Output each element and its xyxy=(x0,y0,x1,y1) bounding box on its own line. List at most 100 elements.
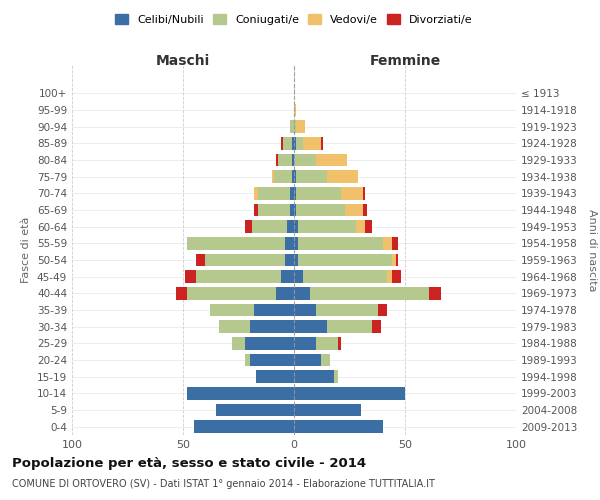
Bar xyxy=(294,187,296,200)
Bar xyxy=(259,187,290,200)
Bar xyxy=(296,204,345,216)
Bar xyxy=(296,170,328,183)
Bar xyxy=(316,337,338,349)
Bar xyxy=(294,137,296,149)
Bar xyxy=(296,120,305,133)
Bar xyxy=(276,287,294,300)
Bar xyxy=(341,187,363,200)
Bar xyxy=(310,287,430,300)
Bar xyxy=(254,304,294,316)
Bar xyxy=(294,404,361,416)
Bar xyxy=(285,237,294,250)
Bar xyxy=(254,187,259,200)
Bar xyxy=(250,354,294,366)
Bar xyxy=(285,254,294,266)
Bar xyxy=(218,320,250,333)
Bar xyxy=(392,237,398,250)
Bar xyxy=(185,270,196,283)
Bar xyxy=(320,354,329,366)
Bar xyxy=(287,220,294,233)
Bar xyxy=(292,170,294,183)
Y-axis label: Fasce di età: Fasce di età xyxy=(22,217,31,283)
Bar xyxy=(294,254,298,266)
Bar xyxy=(290,204,294,216)
Bar xyxy=(294,304,316,316)
Bar xyxy=(294,270,303,283)
Bar xyxy=(283,137,292,149)
Bar xyxy=(383,237,392,250)
Bar xyxy=(294,337,316,349)
Y-axis label: Anni di nascita: Anni di nascita xyxy=(587,209,597,291)
Bar xyxy=(292,137,294,149)
Bar xyxy=(363,204,367,216)
Bar xyxy=(252,220,287,233)
Bar xyxy=(294,420,383,433)
Bar xyxy=(232,337,245,349)
Bar xyxy=(294,287,310,300)
Bar xyxy=(294,370,334,383)
Bar xyxy=(176,287,187,300)
Bar xyxy=(294,220,298,233)
Bar xyxy=(250,320,294,333)
Text: Popolazione per età, sesso e stato civile - 2014: Popolazione per età, sesso e stato civil… xyxy=(12,458,366,470)
Bar xyxy=(281,270,294,283)
Bar xyxy=(276,154,278,166)
Bar xyxy=(320,137,323,149)
Bar xyxy=(396,254,398,266)
Bar xyxy=(294,204,296,216)
Bar xyxy=(298,254,392,266)
Bar xyxy=(294,104,296,116)
Bar xyxy=(328,170,358,183)
Bar xyxy=(281,137,283,149)
Bar xyxy=(194,420,294,433)
Bar xyxy=(278,154,292,166)
Bar xyxy=(217,404,294,416)
Bar xyxy=(254,204,259,216)
Bar xyxy=(365,220,372,233)
Bar xyxy=(196,270,281,283)
Bar xyxy=(245,354,250,366)
Bar xyxy=(294,237,298,250)
Bar xyxy=(392,254,396,266)
Bar xyxy=(338,337,341,349)
Bar xyxy=(298,220,356,233)
Bar xyxy=(294,354,320,366)
Bar xyxy=(294,120,296,133)
Bar xyxy=(316,154,347,166)
Bar xyxy=(187,387,294,400)
Bar xyxy=(187,287,276,300)
Bar xyxy=(303,270,387,283)
Bar xyxy=(363,187,365,200)
Bar xyxy=(245,337,294,349)
Bar xyxy=(296,187,341,200)
Bar xyxy=(294,320,328,333)
Bar xyxy=(209,304,254,316)
Bar xyxy=(272,170,274,183)
Text: Femmine: Femmine xyxy=(370,54,440,68)
Bar xyxy=(290,187,294,200)
Text: Maschi: Maschi xyxy=(156,54,210,68)
Bar xyxy=(245,220,252,233)
Bar xyxy=(372,320,380,333)
Bar xyxy=(303,137,320,149)
Bar xyxy=(392,270,401,283)
Bar xyxy=(294,170,296,183)
Bar xyxy=(205,254,285,266)
Bar xyxy=(290,120,294,133)
Bar xyxy=(316,304,379,316)
Bar xyxy=(387,270,392,283)
Text: COMUNE DI ORTOVERO (SV) - Dati ISTAT 1° gennaio 2014 - Elaborazione TUTTITALIA.I: COMUNE DI ORTOVERO (SV) - Dati ISTAT 1° … xyxy=(12,479,435,489)
Bar xyxy=(256,370,294,383)
Bar xyxy=(187,237,285,250)
Bar xyxy=(296,137,303,149)
Bar xyxy=(298,237,383,250)
Bar xyxy=(294,154,316,166)
Bar xyxy=(334,370,338,383)
Bar xyxy=(379,304,387,316)
Bar xyxy=(430,287,440,300)
Bar xyxy=(259,204,290,216)
Bar xyxy=(328,320,372,333)
Bar xyxy=(196,254,205,266)
Bar xyxy=(274,170,292,183)
Bar xyxy=(294,387,405,400)
